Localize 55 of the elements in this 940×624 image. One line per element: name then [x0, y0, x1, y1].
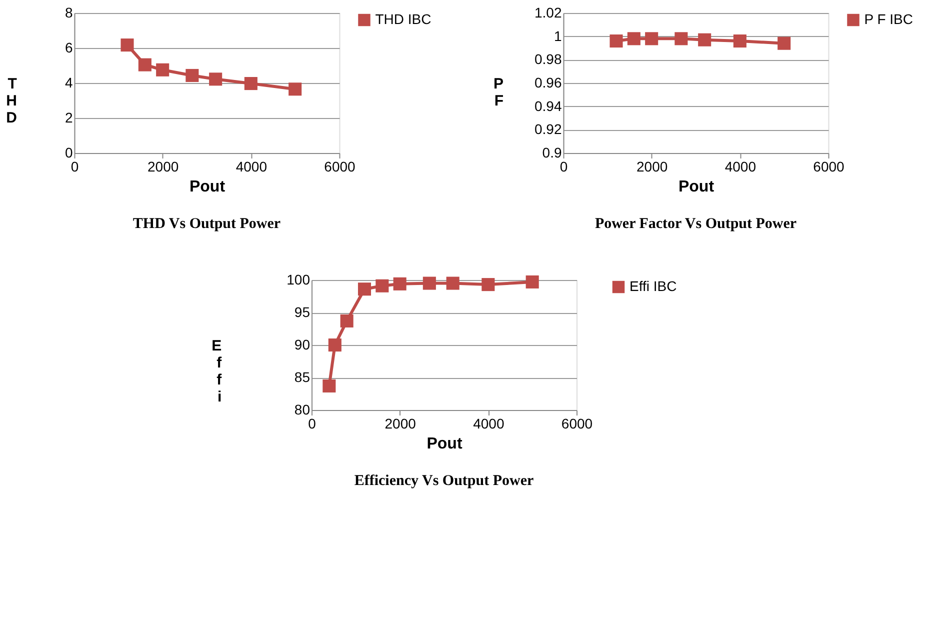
x-tick-label: 6000 [813, 158, 845, 174]
point [393, 277, 406, 290]
y-axis-title: PF [493, 76, 504, 110]
y-tick-label: 1.02 [534, 4, 562, 20]
point [422, 276, 436, 290]
text: THD Vs Output Power [132, 216, 281, 232]
x-tick-label: 4000 [724, 158, 756, 174]
y-tick-label: 1 [554, 28, 562, 44]
x-tick-label: 4000 [473, 416, 504, 432]
point [322, 379, 336, 392]
legend-label: Effi IBC [630, 278, 677, 294]
text: Efficiency Vs Output Power [354, 473, 534, 489]
point [138, 58, 152, 72]
point [120, 38, 134, 52]
point [209, 72, 222, 86]
y-axis-title: Effi [212, 338, 223, 406]
x-tick-label: 2000 [636, 158, 668, 174]
y-tick-label: 90 [294, 336, 310, 352]
y-tick-label: 2 [64, 110, 73, 126]
y-tick-label: 100 [286, 272, 310, 288]
point [358, 282, 372, 296]
point [156, 63, 170, 76]
x-axis-title: Pout [426, 436, 463, 452]
point [526, 275, 539, 288]
y-tick-label: 0.96 [534, 74, 562, 90]
y-tick-label: 80 [294, 402, 310, 418]
y-tick-label: 0.9 [542, 144, 562, 160]
legend-label: P F IBC [864, 11, 914, 27]
point [340, 314, 354, 328]
point [446, 276, 460, 290]
x-tick-label: 6000 [561, 416, 593, 432]
legend-label: THD IBC [375, 11, 432, 27]
point [288, 82, 302, 96]
point [482, 278, 495, 292]
x-axis-title: Pout [189, 178, 226, 196]
y-tick-label: 4 [64, 74, 73, 90]
text: Power Factor Vs Output Power [594, 216, 797, 232]
point [244, 77, 258, 90]
y-tick-label: 0.94 [534, 98, 562, 114]
point [328, 338, 342, 352]
x-tick-label: 6000 [324, 158, 356, 174]
y-tick-label: 0.92 [534, 121, 562, 138]
point [376, 279, 389, 292]
x-tick-label: 2000 [384, 416, 416, 432]
point [186, 68, 199, 82]
x-tick-label: 2000 [148, 158, 179, 174]
y-tick-label: 8 [64, 4, 73, 20]
x-tick-label: 4000 [236, 158, 268, 174]
y-axis-title: THD [6, 76, 18, 126]
y-tick-label: 85 [294, 369, 310, 385]
y-tick-label: 6 [64, 40, 73, 56]
x-axis-title: Pout [678, 178, 715, 196]
y-tick-label: 95 [294, 304, 310, 320]
y-tick-label: 0 [64, 144, 73, 160]
y-tick-label: 0.98 [534, 51, 562, 68]
